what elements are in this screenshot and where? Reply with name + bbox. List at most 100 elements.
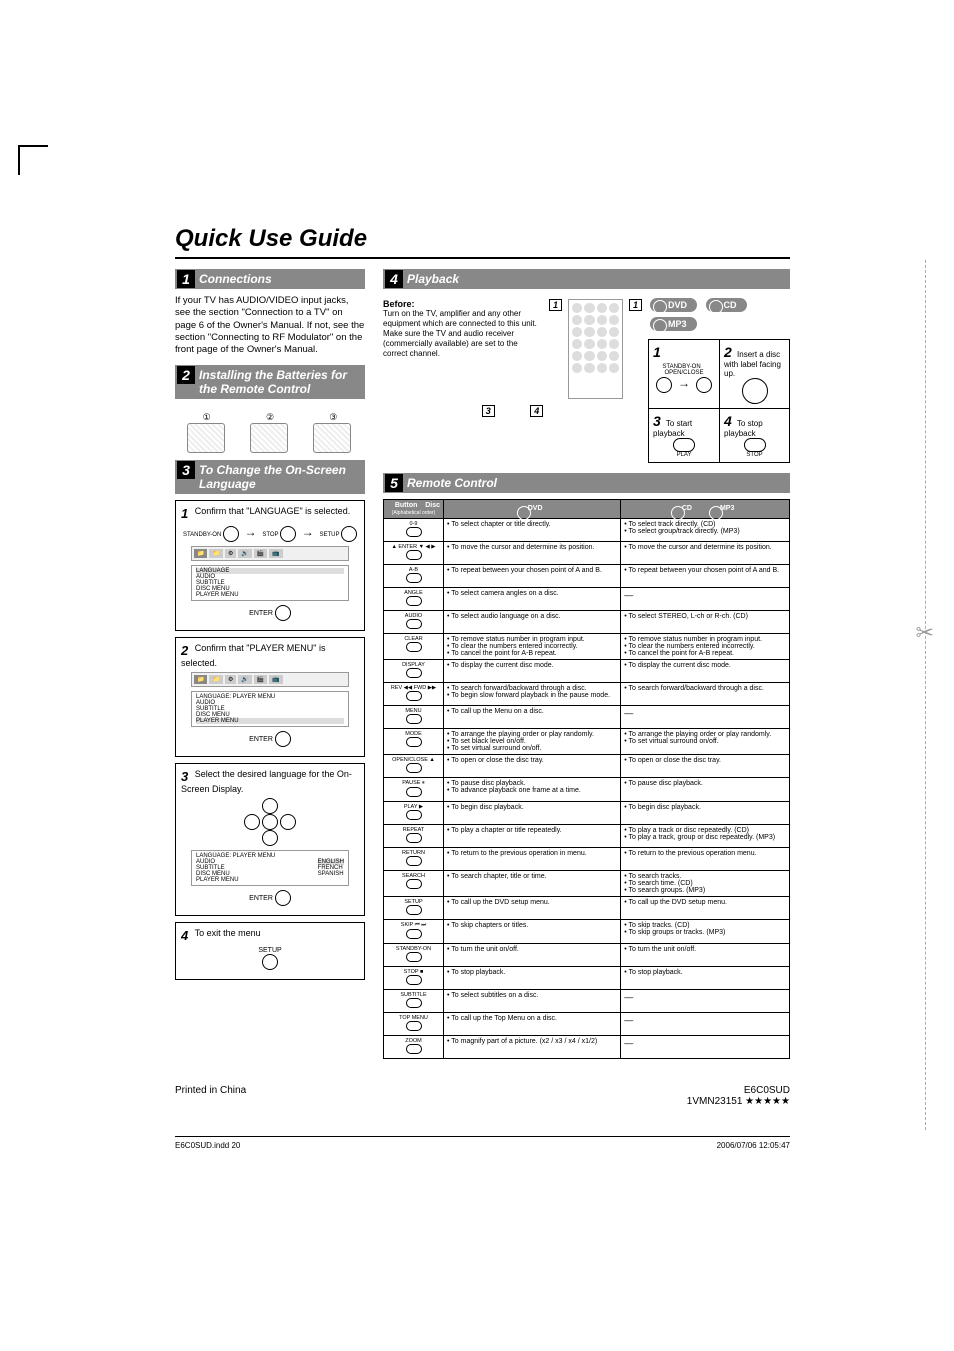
section-title: Connections [199,272,272,286]
callout: 4 [530,405,543,417]
crop-mark [18,145,48,147]
button-label: PLAY [677,452,692,458]
cd-mp3-cell: • To play a track or disc repeatedly. (C… [621,825,790,848]
cd-mp3-cell: • To return to the previous operation me… [621,848,790,871]
language-step-2: 2 Confirm that "PLAYER MENU" is selected… [175,637,365,757]
cd-mp3-cell: • To skip tracks. (CD) • To skip groups … [621,920,790,944]
footer-partno: 1VMN23151 ★★★★★ [687,1096,790,1107]
menu-sub: LANGUAGE: PLAYER MENU AUDIO SUBTITLE DIS… [191,691,349,727]
button-cell: SUBTITLE [384,990,444,1013]
dvd-cell: • To repeat between your chosen point of… [444,565,621,588]
table-row: MODE• To arrange the playing order or pl… [384,729,790,755]
menu-sub: LANGUAGE: PLAYER MENU AUDIO SUBTITLE DIS… [191,850,349,886]
section-language-header: 3 To Change the On-Screen Language [175,460,365,494]
table-row: CLEAR• To remove status number in progra… [384,634,790,660]
table-row: REPEAT• To play a chapter or title repea… [384,825,790,848]
section-title: Playback [407,272,459,286]
open-close-button-icon [696,377,712,393]
section-title: To Change the On-Screen Language [199,463,346,491]
button-cell: A-B [384,565,444,588]
dvd-cell: • To begin disc playback. [444,802,621,825]
button-cell: 0-9 [384,519,444,542]
menu-item: PLAYER MENU [196,877,239,883]
menu-mock: 📁 📁 ⚙ 🔊 🎬 📺 [191,546,349,561]
enter-hint: ENTER [181,605,359,621]
dvd-cell: • To search chapter, title or time. [444,871,621,897]
enter-hint: ENTER [181,731,359,747]
table-row: OPEN/CLOSE ▲ • To open or close the disc … [384,755,790,778]
section-batteries-header: 2 Installing the Batteries for the Remot… [175,365,365,399]
language-step-4: 4 To exit the menu SETUP [175,922,365,980]
button-label: STOP [746,452,762,458]
cd-mp3-cell: • To call up the DVD setup menu. [621,897,790,920]
enter-button-icon [275,890,291,906]
print-meta: E6C0SUD.indd 20 2006/07/06 12:05:47 [175,1136,790,1150]
section-number: 3 [177,461,195,479]
stop-button-icon [280,526,296,542]
before-text: Turn on the TV, amplifier and any other … [383,309,543,359]
dvd-cell: • To select audio language on a disc. [444,611,621,634]
cd-mp3-cell: • To begin disc playback. [621,802,790,825]
section-title: Remote Control [407,476,497,490]
dvd-cell: • To arrange the playing order or play r… [444,729,621,755]
button-cell: REPEAT [384,825,444,848]
table-row: MENU• To call up the Menu on a disc.— [384,706,790,729]
enter-button-icon [275,731,291,747]
button-cell: OPEN/CLOSE ▲ [384,755,444,778]
setup-hint: SETUP [181,947,359,970]
dvd-cell: • To call up the DVD setup menu. [444,897,621,920]
button-cell: SETUP [384,897,444,920]
cd-mp3-cell: • To open or close the disc tray. [621,755,790,778]
table-row: 0-9• To select chapter or title directly… [384,519,790,542]
dvd-cell: • To move the cursor and determine its p… [444,542,621,565]
setup-button-icon [341,526,357,542]
button-label: STANDBY-ON [183,532,221,538]
cd-mp3-cell: — [621,990,790,1013]
disc-badges: DVD CD MP3 [648,295,790,333]
dvd-badge: DVD [650,298,697,312]
before-label: Before: [383,299,415,309]
lang-option: SPANISH [318,871,344,877]
cd-mp3-cell: • To move the cursor and determine its p… [621,542,790,565]
cd-mp3-cell: • To search tracks. • To search time. (C… [621,871,790,897]
button-cell: ▲ ENTER ▼ ◀ ▶ [384,542,444,565]
cd-mp3-cell: • To pause disc playback. [621,778,790,802]
sketch-icon [313,423,351,453]
section-number: 2 [177,366,195,384]
button-cell: RETURN [384,848,444,871]
dvd-cell: • To skip chapters or titles. [444,920,621,944]
cd-mp3-cell: • To turn the unit on/off. [621,944,790,967]
page-title: Quick Use Guide [175,225,790,259]
table-row: ZOOM• To magnify part of a picture. (x2 … [384,1036,790,1059]
cd-mp3-cell: — [621,706,790,729]
standby-button-icon [656,377,672,393]
button-label: STOP [262,532,278,538]
step-number: 3 [653,413,661,429]
dvd-cell: • To pause disc playback. • To advance p… [444,778,621,802]
table-row: A-B• To repeat between your chosen point… [384,565,790,588]
remote-control-table: Button Disc (Alphabetical order) DVD CD … [383,499,790,1059]
step-number: 1 [181,506,188,521]
table-row: RETURN • To return to the previous operat… [384,848,790,871]
button-cell: STANDBY-ON [384,944,444,967]
button-cell: PAUSE ⏸ [384,778,444,802]
arrow-icon: → [302,525,314,539]
playback-steps-box: 1 STANDBY-ON OPEN/CLOSE → [648,339,790,463]
connections-text: If your TV has AUDIO/VIDEO input jacks, … [175,295,365,357]
dvd-cell: • To call up the Menu on a disc. [444,706,621,729]
table-row: AUDIO• To select audio language on a dis… [384,611,790,634]
language-step-3: 3 Select the desired language for the On… [175,763,365,916]
cursor-up-icon [262,798,278,814]
button-cell: SEARCH [384,871,444,897]
step-number: 3 [181,769,188,784]
dvd-cell: • To select chapter or title directly. [444,519,621,542]
button-cell: TOP MENU [384,1013,444,1036]
table-row: STANDBY-ON• To turn the unit on/off.• To… [384,944,790,967]
cd-mp3-cell: • To stop playback. [621,967,790,990]
arrow-icon: → [245,525,257,539]
dvd-cell: • To call up the Top Menu on a disc. [444,1013,621,1036]
cd-mp3-cell: — [621,1036,790,1059]
button-cell: DISPLAY [384,660,444,683]
button-cell: SKIP ⏮ ⏭ [384,920,444,944]
battery-step-label: ③ [329,412,337,422]
